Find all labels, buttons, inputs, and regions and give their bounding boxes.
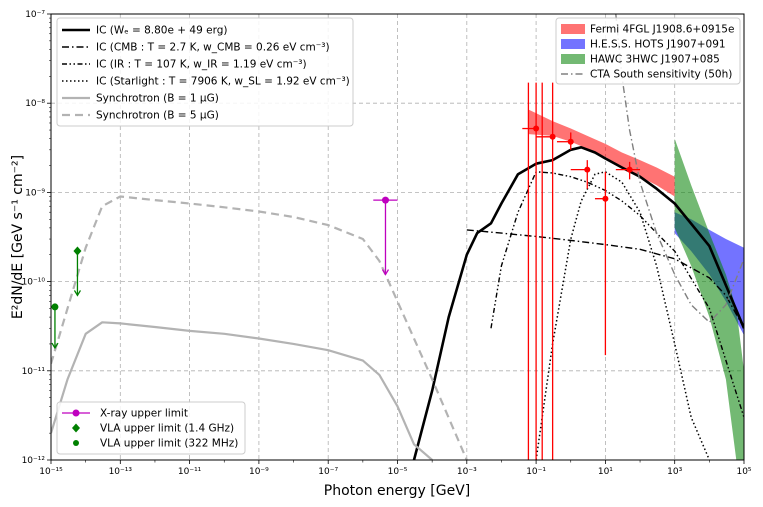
- legend-right-item-1-label: H.E.S.S. HOTS J1907+091: [590, 39, 726, 51]
- data-points: [51, 82, 641, 460]
- series-line-6: [615, 14, 744, 323]
- fermi-point: [602, 195, 609, 202]
- upper-limit-arrowhead: [381, 269, 390, 276]
- series-line-1: [466, 229, 744, 329]
- legend-left-item-2-label: IC (IR : T = 107 K, w_IR = 1.19 eV cm⁻³): [96, 59, 307, 71]
- legend-right: Fermi 4FGL J1908.6+0915e H.E.S.S. HOTS J1…: [555, 17, 741, 85]
- legend-right-item-0-swatch: [561, 24, 585, 34]
- series-line-2: [490, 171, 744, 418]
- legend-left-item-0-label: IC (Wₑ = 8.80e + 49 erg): [96, 25, 227, 37]
- y-tick-label: 10⁻⁷: [25, 10, 45, 20]
- y-tick-label: 10⁻¹²: [22, 456, 46, 466]
- x-tick-label: 10⁻¹¹: [178, 467, 202, 477]
- fermi-point: [567, 138, 574, 145]
- legend-bottom: X-ray upper limit VLA upper limit (1.4 GH…: [56, 401, 246, 455]
- y-tick-label: 10⁻¹⁰: [22, 278, 46, 288]
- x-tick-label: 10⁻¹: [526, 467, 546, 477]
- upper-limit-marker-0: [381, 196, 389, 204]
- upper-limit-marker-1: [73, 246, 82, 256]
- upper-limit-arrowhead: [73, 290, 82, 297]
- model-curves: [51, 14, 744, 460]
- y-tick-label: 10⁻⁹: [25, 188, 45, 198]
- x-tick-label: 10³: [667, 467, 682, 477]
- y-tick-label: 10⁻¹¹: [22, 367, 46, 377]
- fermi-point: [533, 125, 540, 132]
- legend-bottom-item-1-label: VLA upper limit (1.4 GHz): [100, 423, 234, 435]
- y-axis-label: E²dN/dE [GeV s⁻¹ cm⁻²]: [10, 155, 26, 319]
- legend-left-item-4-label: Synchrotron (B = 1 μG): [96, 93, 219, 105]
- x-tick-label: 10⁻⁹: [249, 467, 269, 477]
- legend-bottom-item-0-label: X-ray upper limit: [100, 408, 188, 420]
- legend-left-item-1-label: IC (CMB : T = 2.7 K, w_CMB = 0.26 eV cm⁻…: [96, 42, 330, 54]
- legend-right-item-1-swatch: [561, 39, 585, 49]
- legend-right-item-2-swatch: [561, 54, 585, 64]
- x-tick-label: 10⁻⁵: [388, 467, 408, 477]
- legend-left-item-3-label: IC (Starlight : T = 7906 K, w_SL = 1.92 …: [96, 76, 350, 88]
- fermi-point: [584, 166, 591, 173]
- x-tick-label: 10⁻¹³: [109, 467, 133, 477]
- legend-right-item-0-label: Fermi 4FGL J1908.6+0915e: [590, 24, 734, 36]
- x-tick-label: 10⁻⁷: [318, 467, 338, 477]
- legend-bottom-item-2-swatch: [73, 440, 79, 446]
- series-line-0: [412, 146, 744, 460]
- upper-limit-marker-2: [51, 303, 59, 311]
- series-line-4: [51, 321, 433, 460]
- x-tick-label: 10⁻³: [457, 467, 477, 477]
- x-tick-label: 10¹: [598, 467, 613, 477]
- fermi-point: [549, 133, 556, 140]
- legend-right-item-3-label: CTA South sensitivity (50h): [590, 69, 732, 81]
- legend-bottom-item-0-swatch: [72, 409, 80, 417]
- legend-left-item-5-label: Synchrotron (B = 5 μG): [96, 110, 219, 122]
- legend-left: IC (Wₑ = 8.80e + 49 erg) IC (CMB : T = 2.…: [56, 17, 354, 127]
- x-tick-label: 10⁻¹⁵: [39, 467, 63, 477]
- legend-bottom-item-2-label: VLA upper limit (322 MHz): [100, 438, 238, 450]
- x-tick-label: 10⁵: [736, 467, 751, 477]
- axis-ticks: 10⁻¹⁵ 10⁻¹³ 10⁻¹¹ 10⁻⁹ 10⁻⁷ 10⁻⁵ 10⁻³ 10⁻¹ 10¹ 10…: [22, 10, 752, 477]
- legend-bottom-item-1-swatch: [72, 423, 80, 433]
- band-2: [674, 138, 744, 460]
- fermi-point: [626, 166, 633, 173]
- y-tick-label: 10⁻⁸: [25, 99, 45, 109]
- upper-limit-arrowhead: [51, 342, 59, 350]
- legend-right-item-2-label: HAWC 3HWC J1907+085: [590, 54, 720, 66]
- series-line-5: [51, 195, 468, 460]
- x-axis-label: Photon energy [GeV]: [324, 483, 470, 499]
